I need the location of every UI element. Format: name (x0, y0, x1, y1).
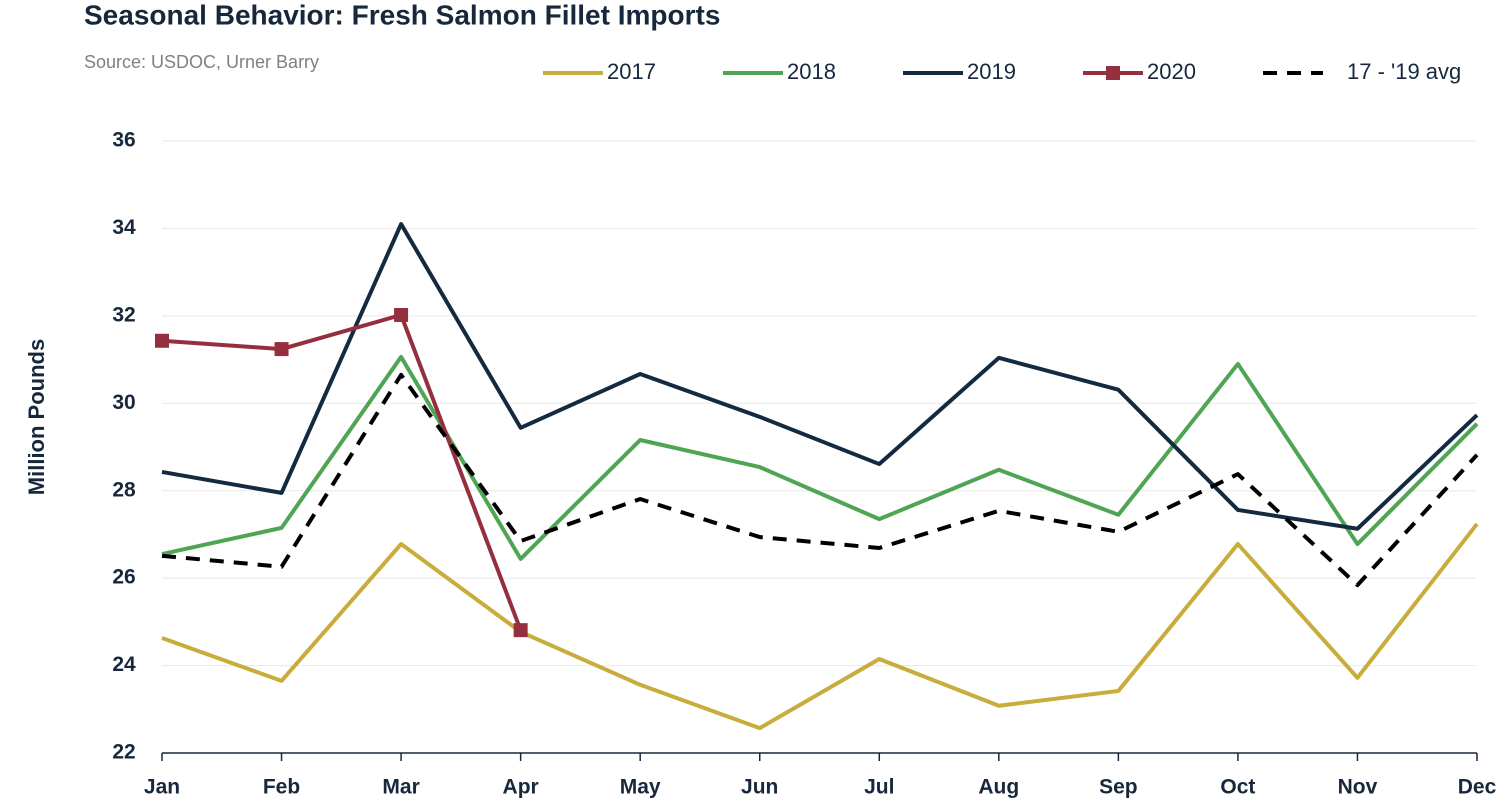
x-tick-label: Nov (1338, 776, 1378, 799)
point-marker (394, 307, 409, 322)
legend-label: 2019 (967, 59, 1016, 84)
x-tick-label: Feb (263, 776, 300, 799)
series-line (161, 372, 1479, 588)
x-tick-label: Sep (1099, 776, 1138, 799)
y-tick-label: 30 (112, 391, 135, 414)
x-tick-label: Apr (503, 776, 539, 799)
y-tick-label: 28 (112, 478, 136, 501)
series-line (161, 312, 523, 631)
y-tick-label: 22 (112, 741, 135, 764)
y-tick-label: 26 (112, 566, 135, 589)
legend-label: 2017 (607, 59, 656, 84)
x-tick-label: Aug (978, 776, 1019, 799)
x-tick-label: Jul (864, 776, 894, 799)
legend-label: 2020 (1147, 59, 1196, 84)
series-line (161, 354, 1479, 561)
y-axis-label: Million Pounds (24, 339, 49, 495)
x-tick-label: Oct (1220, 776, 1255, 799)
x-tick-label: Jun (741, 776, 778, 799)
legend-label: 2018 (787, 59, 836, 84)
x-tick-label: Mar (382, 776, 419, 799)
point-marker (155, 333, 169, 348)
y-tick-label: 24 (112, 653, 136, 676)
x-tick-label: Jan (144, 776, 180, 799)
x-tick-label: Dec (1458, 776, 1497, 799)
y-tick-label: 34 (112, 216, 136, 239)
y-tick-label: 36 (112, 129, 135, 152)
point-marker (513, 623, 528, 638)
series-line (161, 522, 1479, 731)
chart-title: Seasonal Behavior: Fresh Salmon Fillet I… (84, 0, 720, 30)
point-marker (274, 342, 289, 357)
legend-marker (1106, 66, 1120, 80)
series-line (161, 222, 1479, 531)
x-tick-label: May (620, 776, 661, 799)
chart-subtitle: Source: USDOC, Urner Barry (84, 52, 319, 72)
y-tick-label: 32 (112, 303, 135, 326)
legend-label: 17 - '19 avg (1347, 59, 1461, 84)
